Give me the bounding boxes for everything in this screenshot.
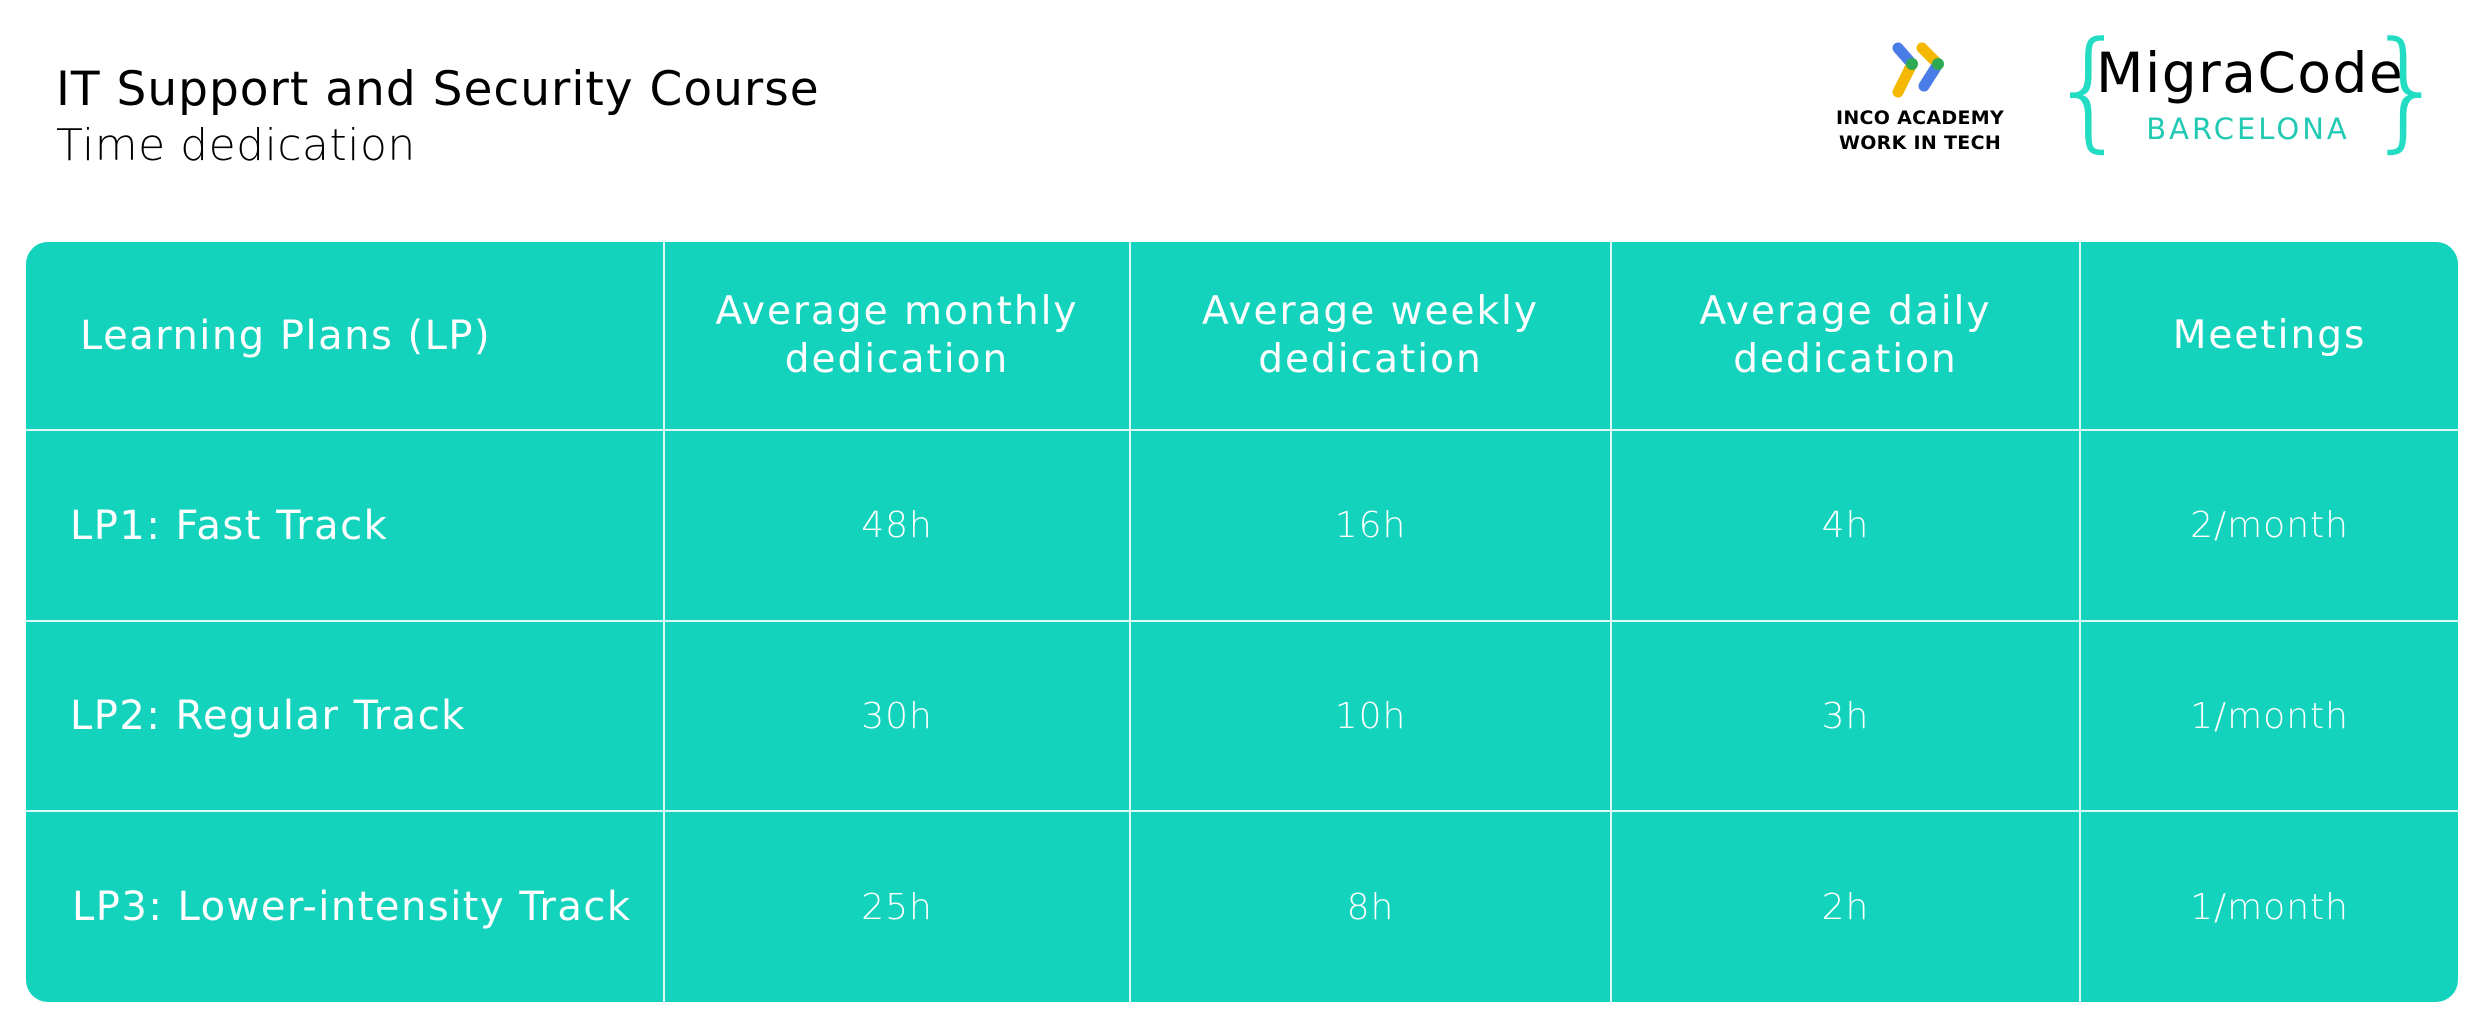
row3-meetings: 1/month (2190, 886, 2349, 928)
header-monthly: Average monthly dedication (715, 288, 1079, 382)
migracode-logo: { MigraCode BARCELONA } (2048, 24, 2448, 164)
page-subtitle: Time dedication (56, 120, 416, 171)
header-meetings: Meetings (2172, 312, 2367, 358)
migracode-right-brace: } (2365, 13, 2448, 165)
inco-logo-line2: WORK IN TECH (1838, 132, 2002, 154)
row3-plan: LP3: Lower-intensity Track (72, 884, 632, 930)
row-divider (26, 810, 2458, 812)
inco-academy-logo: INCO ACADEMY WORK IN TECH (1830, 40, 2010, 156)
dedication-table: Learning Plans (LP) Average monthly dedi… (26, 242, 2458, 1002)
column-divider (2079, 242, 2081, 1002)
row1-weekly: 16h (1334, 505, 1407, 546)
title-block: IT Support and Security Course Time dedi… (56, 62, 820, 174)
row3-weekly: 8h (1346, 886, 1395, 928)
row2-daily: 3h (1821, 695, 1870, 737)
column-divider (663, 242, 665, 1002)
row3-daily: 2h (1821, 886, 1870, 928)
inco-logo-text: INCO ACADEMY WORK IN TECH (1830, 106, 2010, 156)
row1-meetings: 2/month (2190, 505, 2349, 546)
page-title: IT Support and Security Course (56, 62, 820, 117)
row1-daily: 4h (1821, 505, 1870, 546)
row1-plan: LP1: Fast Track (70, 502, 389, 549)
migracode-name: MigraCode (2096, 41, 2405, 105)
migracode-left-brace: { (2048, 13, 2131, 165)
row2-weekly: 10h (1334, 695, 1407, 737)
row2-monthly: 30h (861, 695, 933, 737)
header-daily: Average daily dedication (1699, 288, 1992, 382)
migracode-subtitle: BARCELONA (2146, 112, 2350, 146)
column-divider (1129, 242, 1131, 1002)
row-divider (26, 620, 2458, 622)
row1-monthly: 48h (861, 505, 933, 546)
row2-plan: LP2: Regular Track (70, 693, 466, 739)
column-divider (1610, 242, 1612, 1002)
inco-chevrons-icon (1892, 42, 1944, 98)
inco-logo-line1: INCO ACADEMY (1835, 107, 2005, 129)
header-learning-plans: Learning Plans (LP) (80, 312, 492, 359)
header-weekly: Average weekly dedication (1202, 288, 1539, 382)
row-divider (26, 429, 2458, 431)
row2-meetings: 1/month (2190, 695, 2349, 737)
row3-monthly: 25h (861, 886, 933, 928)
